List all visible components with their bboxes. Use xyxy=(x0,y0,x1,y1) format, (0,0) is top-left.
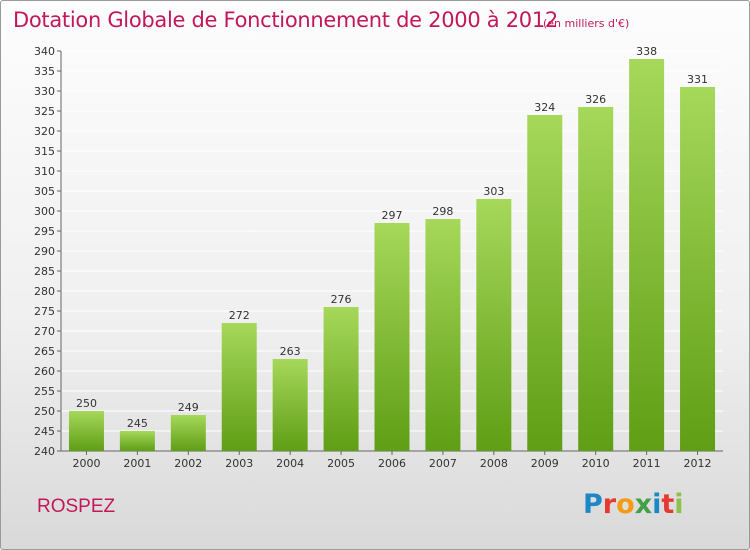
bar xyxy=(272,359,308,451)
brand-letter: i xyxy=(652,489,662,520)
x-tick-label: 2012 xyxy=(684,457,712,470)
brand-letter: r xyxy=(602,489,617,520)
x-tick-label: 2009 xyxy=(531,457,559,470)
data-label: 331 xyxy=(687,73,708,86)
y-tick-label: 330 xyxy=(34,85,55,98)
bar xyxy=(221,323,257,451)
bar xyxy=(68,411,104,451)
x-tick-label: 2002 xyxy=(174,457,202,470)
y-tick-label: 255 xyxy=(34,385,55,398)
x-tick-label: 2003 xyxy=(225,457,253,470)
brand-letter: t xyxy=(661,489,675,520)
bar xyxy=(119,431,155,451)
data-label: 326 xyxy=(585,93,606,106)
y-tick-label: 300 xyxy=(34,205,55,218)
bar xyxy=(323,307,359,451)
data-label: 250 xyxy=(76,397,97,410)
y-tick-label: 305 xyxy=(34,185,55,198)
y-tick-label: 280 xyxy=(34,285,55,298)
y-tick-label: 290 xyxy=(34,245,55,258)
y-tick-label: 335 xyxy=(34,65,55,78)
proxiti-logo[interactable]: Proxiti xyxy=(583,489,684,520)
x-tick-label: 2004 xyxy=(276,457,304,470)
data-label: 245 xyxy=(127,417,148,430)
x-tick-label: 2000 xyxy=(72,457,100,470)
brand-letter: x xyxy=(634,489,653,520)
y-tick-label: 320 xyxy=(34,125,55,138)
x-tick-label: 2005 xyxy=(327,457,355,470)
data-label: 276 xyxy=(331,293,352,306)
data-labels: 250 245 249 272 263 276 297 298 303 324 326 338 331 xyxy=(76,45,708,430)
bar xyxy=(527,115,563,451)
y-tick-label: 260 xyxy=(34,365,55,378)
x-tick-label: 2011 xyxy=(633,457,661,470)
bar xyxy=(680,87,716,451)
y-tick-label: 295 xyxy=(34,225,55,238)
y-tick-label: 270 xyxy=(34,325,55,338)
y-tick-label: 245 xyxy=(34,425,55,438)
data-label: 263 xyxy=(280,345,301,358)
y-tick-label: 325 xyxy=(34,105,55,118)
bar xyxy=(425,219,461,451)
data-label: 297 xyxy=(382,209,403,222)
x-tick-label: 2008 xyxy=(480,457,508,470)
brand-letter: o xyxy=(616,489,635,520)
commune-name: ROSPEZ xyxy=(37,496,116,517)
bar xyxy=(629,59,665,451)
bar xyxy=(170,415,206,451)
x-tick-label: 2006 xyxy=(378,457,406,470)
chart-title: Dotation Globale de Fonctionnement de 20… xyxy=(13,8,558,32)
x-tick-label: 2007 xyxy=(429,457,457,470)
data-label: 324 xyxy=(534,101,555,114)
data-label: 272 xyxy=(229,309,250,322)
y-tick-label: 315 xyxy=(34,145,55,158)
y-tick-label: 265 xyxy=(34,345,55,358)
data-label: 338 xyxy=(636,45,657,58)
bar xyxy=(476,199,512,451)
bar xyxy=(578,107,614,451)
y-tick-label: 310 xyxy=(34,165,55,178)
bars xyxy=(68,59,716,451)
y-tick-label: 275 xyxy=(34,305,55,318)
y-tick-label: 240 xyxy=(34,445,55,458)
y-tick-label: 340 xyxy=(34,45,55,58)
y-tick-label: 250 xyxy=(34,405,55,418)
x-tick-label: 2001 xyxy=(123,457,151,470)
y-tick-label: 285 xyxy=(34,265,55,278)
data-label: 298 xyxy=(432,205,453,218)
brand-letter: i xyxy=(674,489,684,520)
x-tick-label: 2010 xyxy=(582,457,610,470)
data-label: 249 xyxy=(178,401,199,414)
chart-subtitle: (en milliers d'€) xyxy=(543,17,630,30)
brand-letter: P xyxy=(583,489,603,520)
data-label: 303 xyxy=(483,185,504,198)
bar xyxy=(374,223,410,451)
